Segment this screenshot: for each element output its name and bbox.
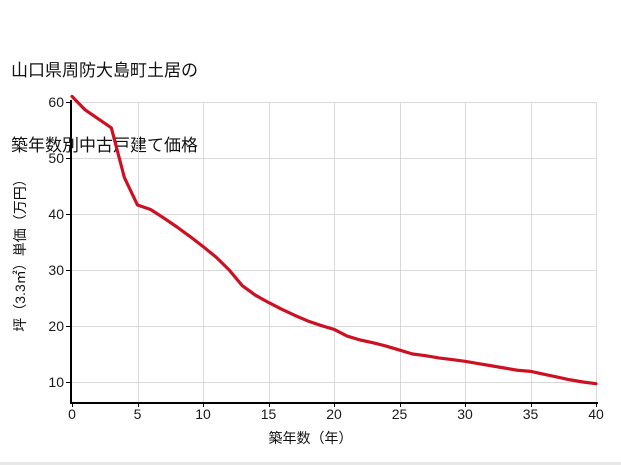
- x-tick-mark: [72, 402, 73, 407]
- x-tick-label: 0: [68, 406, 76, 422]
- gridline-vertical: [137, 102, 139, 402]
- x-tick-label: 20: [326, 406, 342, 422]
- page-title-line-1: 山口県周防大島町土居の: [11, 61, 198, 80]
- x-tick-label: 30: [457, 406, 473, 422]
- y-tick-mark: [66, 270, 71, 271]
- y-tick-mark: [66, 382, 71, 383]
- gridline-vertical: [596, 102, 597, 402]
- gridline-vertical: [203, 102, 204, 402]
- gridline-vertical: [465, 102, 466, 402]
- y-tick-label: 20: [48, 318, 64, 334]
- gridline-vertical: [530, 102, 532, 402]
- y-axis-label-host: 坪（3.3㎡）単価（万円）: [8, 120, 32, 384]
- y-tick-label: 50: [48, 150, 64, 166]
- y-tick-label: 60: [48, 94, 64, 110]
- x-tick-mark: [399, 402, 401, 407]
- x-tick-label: 35: [522, 406, 539, 422]
- gridline-vertical: [399, 102, 401, 402]
- x-tick-label: 5: [133, 406, 142, 422]
- x-tick-label: 25: [391, 406, 408, 422]
- x-axis-label: 築年数（年）: [268, 430, 353, 446]
- gridline-vertical: [334, 102, 335, 402]
- x-tick-mark: [268, 402, 270, 407]
- y-tick-label: 10: [48, 374, 64, 390]
- y-tick-label: 40: [48, 206, 64, 222]
- bottom-border: [0, 462, 621, 465]
- y-axis-label: 坪（3.3㎡）単価（万円）: [12, 172, 28, 332]
- y-tick-mark: [66, 214, 71, 215]
- y-tick-mark: [66, 102, 71, 103]
- x-tick-mark: [596, 402, 597, 407]
- gridline-vertical: [268, 102, 270, 402]
- x-tick-mark: [203, 402, 204, 407]
- x-tick-label: 15: [260, 406, 277, 422]
- y-tick-mark: [66, 158, 71, 159]
- x-tick-mark: [530, 402, 532, 407]
- y-tick-label: 30: [48, 262, 64, 278]
- x-tick-label: 10: [195, 406, 211, 422]
- y-axis-line: [70, 100, 72, 404]
- y-tick-mark: [66, 326, 71, 327]
- x-tick-label: 40: [588, 406, 604, 422]
- x-tick-mark: [334, 402, 335, 407]
- x-tick-mark: [465, 402, 466, 407]
- x-tick-mark: [137, 402, 139, 407]
